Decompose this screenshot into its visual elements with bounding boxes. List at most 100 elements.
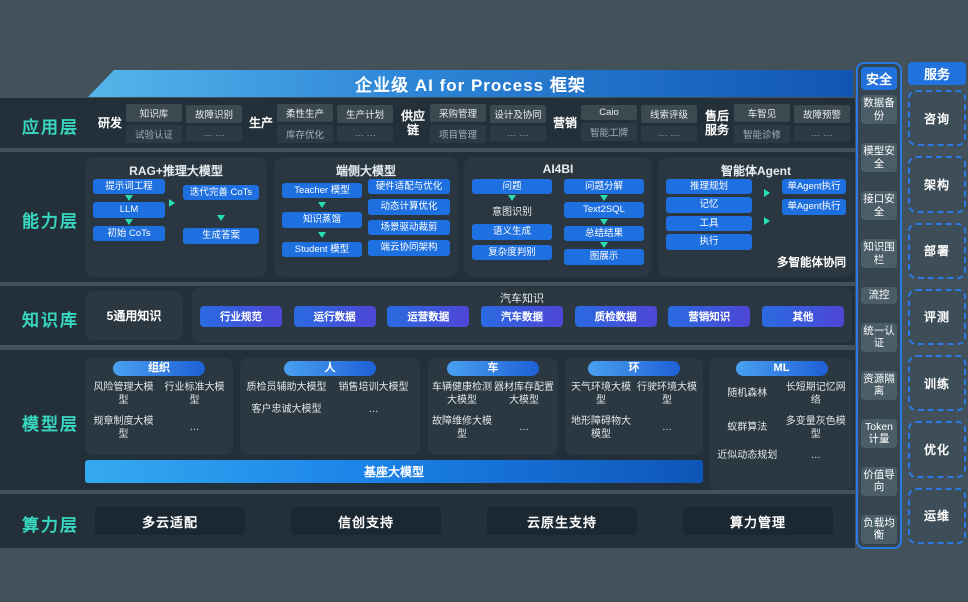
knowledge-pill: 行业规范 — [200, 306, 282, 327]
model-item: 蚁群算法 — [727, 422, 768, 434]
model-item: … — [189, 422, 200, 434]
label-model-layer: 模型层 — [22, 415, 79, 434]
rag-step: 生成答案 — [183, 228, 259, 244]
agent-exec: 单Agent执行 — [782, 199, 846, 215]
agent-component: 工具 — [666, 215, 752, 232]
general-knowledge-box: 5通用知识 — [85, 291, 183, 340]
model-group-pill: 环 — [588, 361, 680, 376]
model-item: 地形障碍物大模型 — [571, 416, 631, 440]
compute-box-xinchuang: 信创支持 — [291, 507, 441, 535]
rag-step: 提示词工程 — [93, 179, 165, 195]
app-item: Caio — [581, 105, 637, 120]
model-group-org: 组织 风险管理大模型 行业标准大模型 规章制度大模型 … — [85, 358, 233, 455]
security-item: 负载均衡 — [861, 514, 897, 544]
model-group-environment: 环 天气环境大模型 行驶环境大模型 地形障碍物大模型 … — [565, 358, 703, 455]
security-item: Token计量 — [861, 418, 897, 448]
model-group-pill: 组织 — [113, 361, 205, 376]
arrow-down-icon — [600, 218, 608, 225]
ai4bi-step: 语义生成 — [472, 224, 552, 240]
model-group-pill: ML — [735, 361, 828, 376]
edge-step: Teacher 模型 — [282, 183, 362, 199]
app-item: … … — [186, 126, 243, 141]
compute-box-multicloud: 多云适配 — [95, 507, 245, 535]
app-item: 采购管理 — [430, 103, 486, 122]
model-item: … — [810, 450, 821, 461]
model-group-pill: 车 — [447, 361, 539, 376]
arrow-right-icon — [764, 189, 770, 197]
app-group: 营销 Caio 智能工牌 线索评级 … … — [553, 105, 697, 141]
app-item: 试验认证 — [126, 124, 183, 143]
model-item: 风险管理大模型 — [93, 382, 154, 406]
security-item: 接口安全 — [861, 191, 897, 221]
app-item: 线索评级 — [641, 105, 697, 123]
rag-step: LLM — [93, 202, 165, 218]
edge-item: 硬件适配与优化 — [368, 179, 450, 195]
knowledge-pill: 汽车数据 — [480, 306, 563, 327]
app-item: 故障预警 — [793, 105, 850, 123]
label-knowledge-layer: 知识库 — [22, 311, 79, 330]
model-item: 随机森林 — [727, 388, 768, 400]
ai4bi-step: 图展示 — [564, 249, 644, 265]
knowledge-pill: 质检数据 — [574, 306, 657, 327]
arrow-down-icon — [125, 218, 133, 225]
security-item: 流控 — [861, 287, 897, 304]
edge-item: 场景驱动裁剪 — [368, 219, 450, 236]
security-header: 安全 — [861, 67, 897, 90]
model-item: 规章制度大模型 — [93, 416, 154, 440]
rag-step: 迭代完善 CoTs — [183, 185, 259, 201]
model-item: 器材库存配置大模型 — [494, 382, 554, 406]
security-item: 资源隔离 — [861, 370, 897, 400]
security-item: 模型安全 — [861, 143, 897, 173]
foundation-model-bar: 基座大模型 — [85, 460, 703, 483]
app-group: 生产 柔性生产 库存优化 生产计划 … … — [249, 103, 394, 143]
service-item: 训练 — [908, 355, 966, 412]
app-item: 车智见 — [733, 103, 790, 122]
edge-model-box: 端侧大模型 Teacher 模型 知识蒸馏 Student 模型 硬件适配与优化… — [274, 157, 458, 277]
model-item: 行业标准大模型 — [164, 382, 225, 406]
ai4bi-step: Text2SQL — [564, 202, 644, 218]
arrow-down-icon — [318, 231, 326, 238]
ai4bi-step: 问题分解 — [564, 179, 644, 195]
security-item: 统一认证 — [861, 322, 897, 352]
app-item: … … — [337, 126, 394, 141]
app-group: 售后服务 车智见 智能诊修 故障预警 … … — [704, 103, 850, 143]
rag-step: 初始 CoTs — [93, 225, 165, 242]
model-group-ml: ML 随机森林 长短期记忆网络 蚁群算法 多变量灰色模型 近似动态规划… — [710, 358, 853, 490]
app-group-name: 营销 — [552, 115, 577, 130]
service-item: 评测 — [908, 288, 966, 346]
edge-item: 端云协同架构 — [368, 240, 450, 256]
app-item: … … — [793, 126, 850, 141]
service-column: 服务 咨询 架构 部署 评测 训练 优化 运维 — [908, 62, 966, 549]
arrow-down-icon — [600, 242, 608, 249]
security-column: 安全 数据备份 模型安全 接口安全 知识围栏 流控 统一认证 资源隔离 Toke… — [856, 62, 902, 549]
arrow-down-icon — [217, 215, 225, 222]
model-item: … — [519, 422, 529, 434]
app-item: 设计及协同 — [490, 105, 546, 123]
model-item: 客户忠诚大模型 — [251, 403, 322, 415]
app-group: 研发 知识库 试验认证 故障识别 … … — [98, 103, 243, 143]
agent-box-title: 智能体Agent — [721, 164, 791, 178]
model-item: 天气环境大模型 — [571, 382, 631, 406]
agent-component: 记忆 — [666, 197, 752, 213]
app-item: 故障识别 — [186, 105, 243, 123]
app-group: 供应链 采购管理 项目管理 设计及协同 … … — [400, 103, 546, 143]
app-item: 库存优化 — [277, 124, 334, 143]
ai4bi-step: 问题 — [472, 179, 552, 195]
model-item: … — [662, 422, 672, 434]
knowledge-pills: 行业规范 运行数据 运营数据 汽车数据 质检数据 营销知识 其他 — [200, 306, 844, 327]
arrow-right-icon — [764, 217, 770, 225]
compute-box-cloudnative: 云原生支持 — [487, 507, 637, 535]
arrow-down-icon — [125, 195, 133, 202]
app-item: 知识库 — [126, 103, 183, 122]
edge-box-title: 端侧大模型 — [335, 164, 396, 178]
service-item: 部署 — [908, 222, 966, 279]
model-item: … — [368, 403, 379, 415]
ai4bi-step: 意图识别 — [492, 207, 532, 219]
label-compute-layer: 算力层 — [22, 516, 79, 535]
service-item: 咨询 — [908, 90, 966, 147]
model-group-people: 人 质检员辅助大模型 销售培训大模型 客户忠诚大模型… — [240, 358, 420, 455]
arrow-down-icon — [600, 195, 608, 202]
service-header: 服务 — [908, 62, 966, 85]
model-item: 行驶环境大模型 — [637, 382, 697, 406]
